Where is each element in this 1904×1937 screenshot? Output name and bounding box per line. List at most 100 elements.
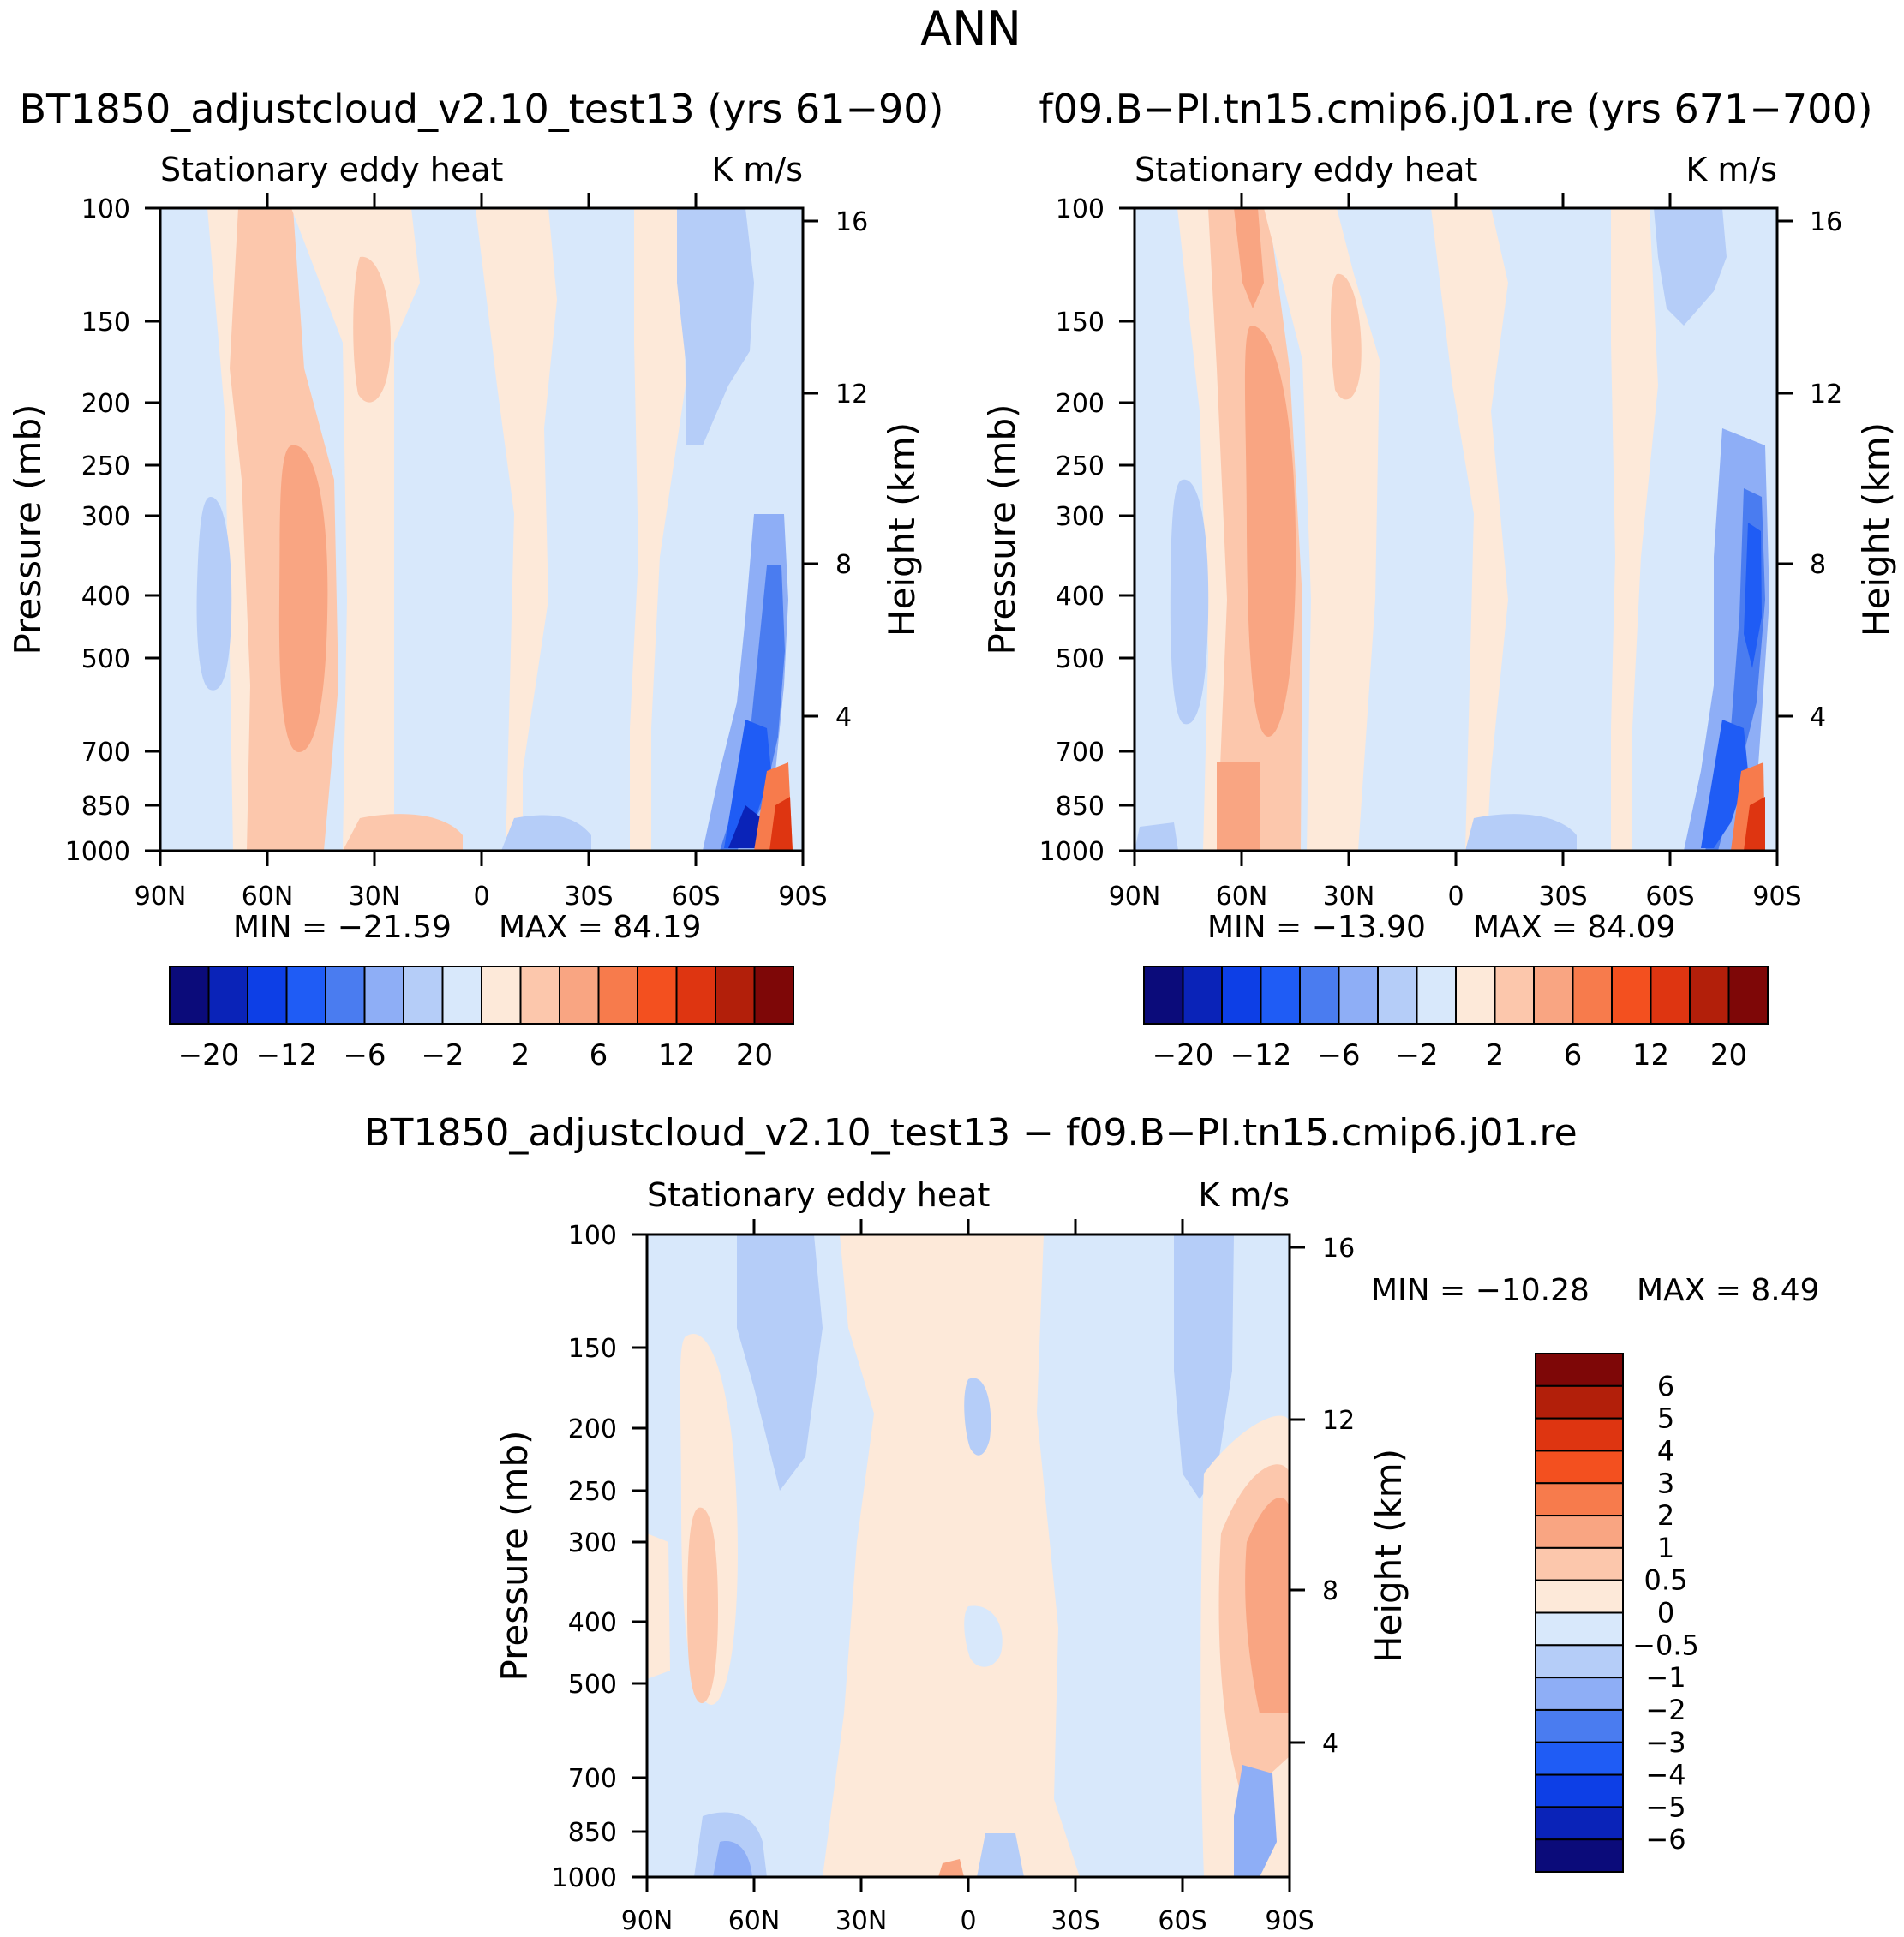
x-tick-label: 90N [135,882,187,912]
y2-tick-label: 8 [1810,550,1826,580]
x-tick-label: 60N [242,882,294,912]
y2-axis-label: Height (km) [881,422,923,637]
colorbar-swatch [675,966,716,1025]
colorbar-label: 1 [1657,1532,1674,1564]
x-tick-label: 0 [473,882,489,912]
colorbar: −20 −12 −6 −2 2 6 12 20 [169,966,794,1073]
colorbar-label: −6 [1645,1823,1685,1856]
colorbar-label: 20 [736,1038,773,1073]
colorbar-swatch [1535,1384,1624,1420]
colorbar-swatch [1727,966,1769,1025]
y-tick-label: 1000 [552,1863,617,1893]
colorbar-label: 12 [658,1038,695,1073]
colorbar-swatch [441,966,482,1025]
panel-title: BT1850_adjustcloud_v2.10_test13 − f09.B−… [364,1111,1577,1155]
colorbar-swatch [1535,1515,1624,1549]
colorbar-label: 0.5 [1644,1564,1688,1597]
x-tick-label: 30N [835,1906,888,1936]
y-tick-label: 400 [81,582,130,612]
colorbar-swatch [1535,1644,1624,1679]
colorbar-label: 0 [1657,1597,1674,1629]
x-axis: 90N 60N 30N 0 30S 60S 90S [621,1219,1314,1936]
max-label: MAX = 84.09 [1473,910,1675,945]
max-label: MAX = 8.49 [1637,1273,1820,1308]
colorbar-swatch [1535,1611,1624,1647]
colorbar-swatch [285,966,326,1025]
min-label: MIN = −10.28 [1371,1273,1590,1308]
colorbar-swatch [715,966,756,1025]
x-tick-label: 30S [1538,882,1587,912]
y-tick-label: 400 [568,1608,617,1638]
x-tick-label: 90S [1752,882,1801,912]
colorbar-swatch [559,966,600,1025]
panel-title: BT1850_adjustcloud_v2.10_test13 (yrs 61−… [20,86,944,132]
y-tick-label: 200 [1056,389,1105,419]
colorbar-swatch [1535,1838,1624,1873]
y2-tick-label: 16 [835,207,868,237]
colorbar-swatch [1299,966,1340,1025]
colorbar-swatch [1535,1546,1624,1581]
min-label: MIN = −13.90 [1207,910,1426,945]
colorbar-label: 2 [1657,1499,1674,1532]
colorbar-swatch [1535,1773,1624,1808]
y-tick-label: 300 [568,1528,617,1558]
colorbar-swatch [1535,1579,1624,1614]
x-tick-label: 60N [1216,882,1268,912]
colorbar-swatch [169,966,210,1025]
panel-subtitle-right: K m/s [1198,1176,1290,1214]
colorbar-swatch [1535,1708,1624,1743]
colorbar-label: 6 [1657,1370,1674,1402]
x-tick-label: 30S [564,882,613,912]
y2-tick-label: 12 [1322,1406,1355,1436]
panel-f09: f09.B−PI.tn15.cmip6.j01.re (yrs 671−700)… [981,86,1897,1073]
y-axis-label: Pressure (mb) [7,404,49,655]
y-tick-label: 100 [1056,194,1105,224]
panel-subtitle-left: Stationary eddy heat [647,1176,990,1214]
colorbar-swatch [481,966,522,1025]
colorbar-swatch [1535,1353,1624,1387]
main-title: ANN [920,2,1021,56]
x-tick-label: 90S [1265,1906,1314,1936]
y-axis-label: Pressure (mb) [981,404,1023,655]
colorbar-label: 2 [1486,1038,1505,1073]
x-tick-label: 90S [778,882,827,912]
colorbar-swatch [1143,966,1184,1025]
y-axis-left: 100 150 200 250 300 400 500 700 850 1000 Pres… [7,194,160,867]
y-axis-right: 16 12 8 4 Height (km) [803,207,923,732]
y-tick-label: 150 [1056,308,1105,338]
y2-tick-label: 8 [835,550,852,580]
x-tick-label: 0 [1447,882,1464,912]
y-tick-label: 100 [568,1221,617,1251]
y-tick-label: 850 [568,1818,617,1848]
colorbar-label: −20 [178,1038,240,1073]
colorbar-swatch [1535,1450,1624,1485]
colorbar-swatch [1689,966,1730,1025]
y-tick-label: 1000 [1039,837,1105,867]
y-tick-label: 700 [1056,738,1105,768]
y-tick-label: 500 [81,644,130,674]
colorbar-label: −2 [1645,1694,1685,1726]
colorbar-label: 5 [1657,1402,1674,1435]
colorbar-label: −6 [343,1038,386,1073]
y-tick-label: 500 [1056,644,1105,674]
x-tick-label: 90N [1109,882,1161,912]
panel-title: f09.B−PI.tn15.cmip6.j01.re (yrs 671−700) [1039,86,1872,132]
colorbar-swatch [1338,966,1379,1025]
colorbar-swatch [247,966,288,1025]
colorbar-swatch [753,966,794,1025]
colorbar-swatch [597,966,638,1025]
panel-test13: BT1850_adjustcloud_v2.10_test13 (yrs 61−… [7,86,943,1073]
colorbar-label: −12 [1230,1038,1292,1073]
x-tick-label: 60N [728,1906,781,1936]
colorbar-label: 6 [590,1038,608,1073]
contour-field [647,1235,1290,1877]
colorbar-swatch [637,966,678,1025]
colorbar-label: 12 [1632,1038,1669,1073]
y2-tick-label: 4 [1322,1729,1338,1759]
colorbar-swatch [1572,966,1613,1025]
colorbar-label: −3 [1645,1726,1685,1759]
max-label: MAX = 84.19 [499,910,701,945]
colorbar-swatch [1650,966,1691,1025]
